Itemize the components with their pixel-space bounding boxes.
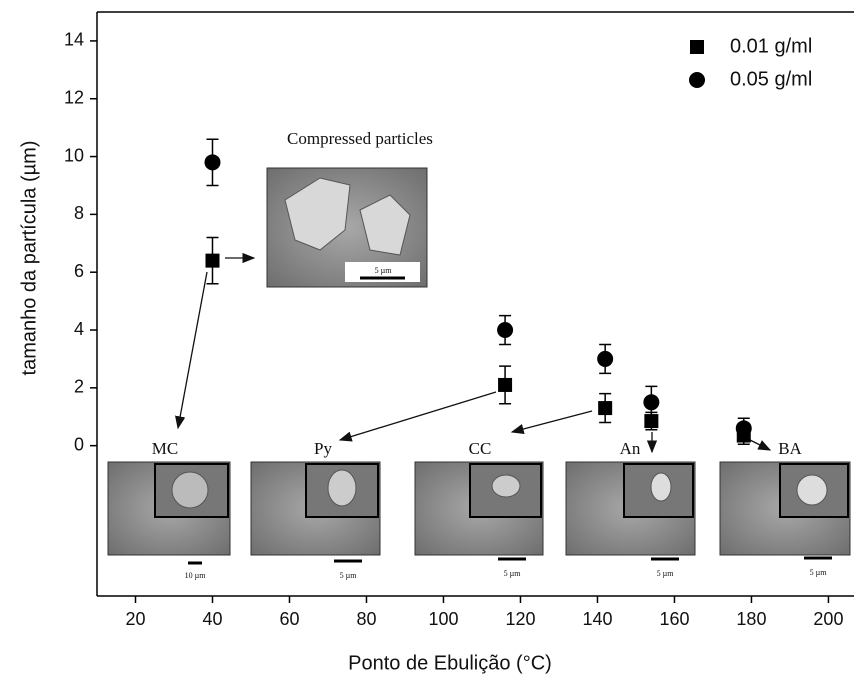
legend-marker (689, 72, 705, 88)
annotation: Py (314, 439, 332, 458)
scale-label: 5 µm (810, 568, 828, 577)
legend-label: 0.01 g/ml (730, 35, 812, 57)
y-tick-label: 14 (64, 30, 84, 50)
x-tick-label: 40 (202, 609, 222, 629)
x-tick-label: 180 (736, 609, 766, 629)
data-point (597, 350, 614, 367)
arrows (175, 252, 772, 454)
data-point (497, 322, 514, 339)
legend-marker (690, 40, 704, 54)
data-point (598, 401, 613, 416)
y-tick-label: 0 (74, 434, 84, 454)
y-axis-label: tamanho da partícula (µm) (18, 141, 40, 376)
inset-images (107, 167, 851, 565)
y-tick-label: 8 (74, 203, 84, 223)
scale-label: 10 µm (185, 571, 207, 580)
scale-label: 5 µm (375, 266, 393, 275)
y-tick-label: 10 (64, 145, 84, 165)
data-point (735, 420, 752, 437)
y-tick-label: 6 (74, 261, 84, 281)
data-point (643, 394, 660, 411)
x-tick-label: 60 (279, 609, 299, 629)
scale-label: 5 µm (340, 571, 358, 580)
annotation: MC (152, 439, 178, 458)
annotation: Compressed particles (287, 129, 433, 148)
scale-label: 5 µm (504, 569, 522, 578)
scale-label: 5 µm (657, 569, 675, 578)
data-point (204, 154, 221, 171)
x-tick-label: 80 (356, 609, 376, 629)
annotation: CC (469, 439, 492, 458)
data-point (498, 377, 513, 392)
y-tick-label: 2 (74, 377, 84, 397)
y-tick-label: 4 (74, 319, 84, 339)
x-tick-label: 140 (582, 609, 612, 629)
x-tick-label: 100 (428, 609, 458, 629)
x-tick-label: 20 (125, 609, 145, 629)
y-tick-label: 12 (64, 87, 84, 107)
data-point (205, 253, 220, 268)
x-tick-label: 120 (505, 609, 535, 629)
x-axis-label: Ponto de Ebulição (°C) (348, 652, 552, 674)
x-tick-label: 200 (813, 609, 843, 629)
x-tick-label: 160 (659, 609, 689, 629)
annotation: BA (778, 439, 802, 458)
legend-label: 0.05 g/ml (730, 68, 812, 90)
annotation: An (620, 439, 641, 458)
